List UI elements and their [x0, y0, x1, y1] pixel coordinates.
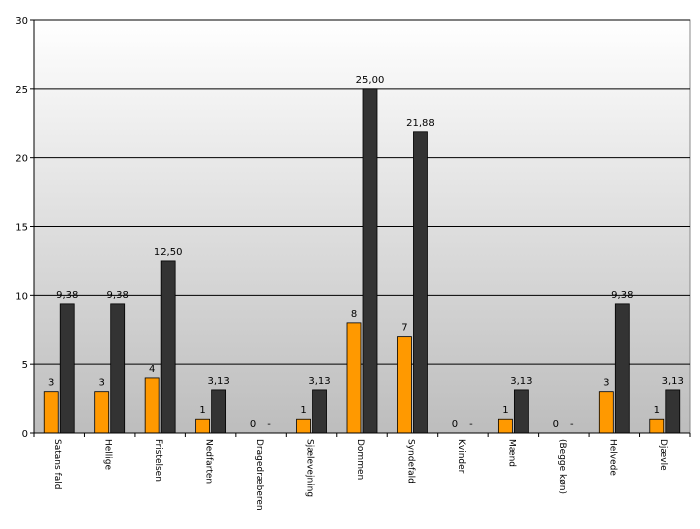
data-label-series-2: 3,13: [308, 376, 330, 387]
y-tick-label: 25: [15, 85, 28, 96]
bar-series-1: [649, 418, 665, 434]
bar-series-2: [110, 303, 126, 434]
data-label-series-2: -: [570, 419, 574, 430]
data-label-series-1: 0: [250, 419, 256, 430]
y-tick-label: 20: [15, 154, 28, 165]
data-label-series-1: 1: [199, 405, 205, 416]
data-label-series-1: 0: [452, 419, 458, 430]
data-label-series-1: 7: [401, 323, 407, 334]
data-label-series-2: 9,38: [107, 290, 129, 301]
x-category-label: Sjælevejning: [305, 439, 315, 497]
bar-series-1: [43, 391, 59, 434]
bars: [43, 88, 681, 434]
data-label-series-2: 9,38: [56, 290, 78, 301]
x-category-label: (Begge køn): [557, 439, 567, 494]
bar-series-2: [413, 131, 428, 434]
data-label-series-1: 0: [553, 419, 559, 430]
data-label-series-2: 25,00: [356, 75, 385, 86]
x-category-label: Dommen: [355, 439, 365, 480]
bar-series-2: [614, 303, 630, 434]
y-tick-label: 15: [15, 223, 28, 234]
x-category-label: Syndefald: [405, 439, 415, 484]
data-label-series-2: 21,88: [406, 118, 435, 129]
bar-series-1: [144, 377, 160, 434]
data-label-series-2: 9,38: [611, 290, 633, 301]
bar-series-2: [665, 389, 681, 434]
data-label-series-1: 4: [149, 364, 155, 375]
y-tick-label: 10: [15, 291, 28, 302]
bar-series-2: [362, 88, 378, 434]
data-label-series-1: 3: [99, 378, 105, 389]
y-tick-label: 30: [15, 16, 28, 27]
bar-series-1: [94, 391, 110, 434]
x-axis-ticks: Satans fald Hellige Fristelsen Nedfarten Dra…: [33, 433, 691, 511]
bar-series-2: [211, 389, 227, 434]
bar-series-2: [312, 389, 327, 434]
y-axis-ticks: 0 5 10 15 20 25 30: [15, 16, 34, 440]
gridlines: [34, 19, 690, 365]
data-label-series-1: 8: [351, 309, 357, 320]
y-tick-label: 5: [22, 360, 28, 371]
data-label-series-1: 1: [502, 405, 508, 416]
bar-series-1: [497, 418, 513, 434]
bar-series-2: [513, 389, 529, 434]
x-category-label: Mænd: [506, 439, 516, 467]
data-label-series-2: -: [267, 419, 271, 430]
bar-series-1: [598, 391, 614, 434]
data-label-series-2: 3,13: [662, 376, 684, 387]
bar-series-1: [195, 418, 211, 434]
data-label-series-1: 3: [48, 378, 54, 389]
x-category-label: Djævle: [658, 439, 668, 471]
bar-series-2: [59, 303, 75, 434]
x-category-label: Kvinder: [456, 439, 466, 474]
data-label-series-1: 1: [300, 405, 306, 416]
data-label-series-2: 12,50: [154, 247, 183, 258]
bar-series-1: [397, 336, 412, 434]
bar-series-1: [296, 418, 311, 434]
x-category-label: Dragedræberen: [254, 439, 264, 511]
data-label-series-2: -: [469, 419, 473, 430]
data-label-series-2: 3,13: [510, 376, 532, 387]
y-tick-label: 0: [22, 429, 28, 440]
data-label-series-1: 1: [654, 405, 660, 416]
data-label-series-1: 3: [603, 378, 609, 389]
x-category-label: Fristelsen: [153, 439, 163, 482]
x-category-label: Satans fald: [52, 439, 62, 489]
x-category-label: Helvede: [607, 439, 617, 476]
bar-series-1: [346, 322, 362, 434]
x-category-label: Nedfarten: [204, 439, 214, 484]
bar-series-2: [160, 260, 176, 434]
data-label-series-2: 3,13: [207, 376, 229, 387]
x-category-label: Hellige: [103, 439, 113, 471]
